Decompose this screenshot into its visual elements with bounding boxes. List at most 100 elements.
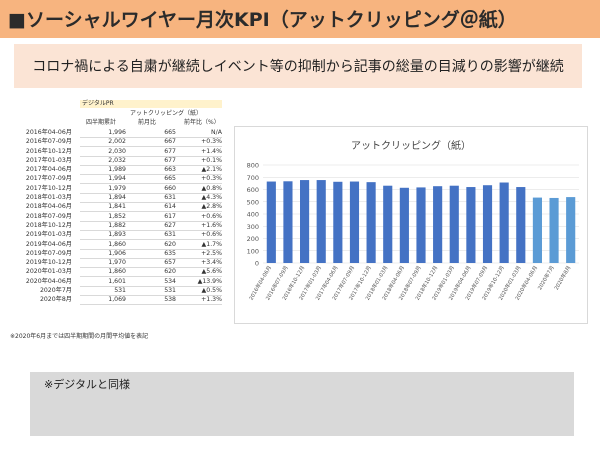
row-mom: 660 <box>164 184 176 192</box>
row-quarter-total: 1,894 <box>108 194 126 202</box>
table-row-divider <box>80 295 222 306</box>
row-mom: 665 <box>164 129 176 136</box>
table-row-divider <box>80 249 222 259</box>
row-quarter-total: 1,882 <box>108 221 126 229</box>
table-row: 2018年01-03月 1,894 631 ▲4.3% <box>0 193 224 204</box>
table-row: 2018年10-12月 1,882 627 +1.6% <box>0 221 224 231</box>
row-quarter-total: 1,601 <box>108 277 126 285</box>
row-period: 2016年07-09月 <box>25 138 72 146</box>
row-mom: 665 <box>164 175 176 183</box>
row-mom: 631 <box>164 194 176 202</box>
bar <box>416 187 426 263</box>
row-mom: 538 <box>164 296 176 304</box>
row-yoy: ▲0.8% <box>201 184 222 192</box>
row-period: 2018年10-12月 <box>25 221 72 229</box>
bar <box>449 185 459 263</box>
table-header: 四半期累計 前月比 前年比（%） <box>80 119 222 127</box>
table-row: 2019年07-09月 1,906 635 +2.5% <box>0 249 224 259</box>
row-period: 2020年04-06月 <box>25 277 72 285</box>
table-row: 2016年04-06月 1,996 665 N/A <box>0 128 224 138</box>
row-mom: 627 <box>164 221 176 229</box>
table-row-divider <box>80 202 222 213</box>
row-quarter-total: 1,996 <box>108 129 126 136</box>
table-group-label: アットクリッピング（紙） <box>129 110 202 117</box>
row-period: 2020年01-03月 <box>25 268 72 276</box>
row-mom: 677 <box>164 156 176 164</box>
y-tick-label: 100 <box>247 247 259 255</box>
y-tick-label: 600 <box>247 186 259 194</box>
row-period: 2020年8月 <box>39 296 72 304</box>
row-period: 2017年10-12月 <box>25 184 72 192</box>
row-yoy: ▲2.1% <box>201 166 222 174</box>
row-period: 2019年04-06月 <box>25 240 72 248</box>
memo-text: ※デジタルと同様 <box>44 378 130 391</box>
row-quarter-total: 1,860 <box>108 268 126 276</box>
row-yoy: +1.4% <box>201 147 222 155</box>
row-mom: 635 <box>164 249 176 257</box>
row-period: 2018年04-06月 <box>25 203 72 211</box>
row-mom: 617 <box>164 212 176 220</box>
table-row: 2017年01-03月 2,032 677 +0.1% <box>0 156 224 166</box>
kpi-table: 2016年04-06月 1,996 665 N/A 2016年07-09月 2,002 66… <box>0 128 224 306</box>
chart-title: アットクリッピング（紙） <box>351 139 471 152</box>
row-period: 2019年07-09月 <box>25 249 72 257</box>
row-quarter-total: 2,002 <box>108 138 126 146</box>
row-period: 2017年07-09月 <box>25 175 72 183</box>
bar <box>300 180 310 263</box>
table-row: 2020年8月 1,069 538 +1.3% <box>0 295 224 306</box>
table-row: 2020年7月 531 531 ▲0.5% <box>0 286 224 297</box>
bar <box>566 197 576 263</box>
bar <box>383 185 393 263</box>
row-quarter-total: 1,970 <box>108 259 126 267</box>
row-yoy: +0.1% <box>201 156 222 164</box>
summary-text: コロナ禍による自粛が継続しイベント等の抑制から記事の総量の目減りの影響が継続 <box>32 59 564 75</box>
row-quarter-total: 1,069 <box>108 296 126 304</box>
table-row-divider <box>80 174 222 185</box>
row-quarter-total: 1,852 <box>108 212 126 220</box>
row-mom: 531 <box>164 287 176 295</box>
y-tick-label: 400 <box>247 211 259 219</box>
row-yoy: +0.3% <box>201 175 222 183</box>
table-row-divider <box>80 147 222 157</box>
bar <box>283 181 293 263</box>
bar-chart: アットクリッピング（紙） 0 100 200 300 400 500 600 700 800 201… <box>234 126 588 324</box>
title-bar: ■ソーシャルワイヤー月次KPI（アットクリッピング＠紙） <box>0 0 600 38</box>
column-header-mom: 前月比 <box>138 119 157 126</box>
table-row: 2019年04-06月 1,860 620 ▲1.7% <box>0 240 224 250</box>
table-row-divider <box>80 156 222 166</box>
row-quarter-total: 2,032 <box>108 156 126 164</box>
row-yoy: +0.6% <box>201 231 222 239</box>
row-mom: 620 <box>164 268 176 276</box>
row-quarter-total: 1,860 <box>108 240 126 248</box>
row-yoy: ▲4.3% <box>201 194 222 202</box>
row-mom: 663 <box>164 166 176 174</box>
row-mom: 677 <box>164 147 176 155</box>
table-row: 2019年10-12月 1,970 657 +3.4% <box>0 258 224 269</box>
y-tick-label: 300 <box>247 223 259 231</box>
row-yoy: ▲2.8% <box>201 203 222 211</box>
row-period: 2019年10-12月 <box>25 259 72 267</box>
bar <box>316 180 326 263</box>
row-mom: 667 <box>164 138 176 146</box>
row-mom: 657 <box>164 259 176 267</box>
row-quarter-total: 531 <box>114 287 126 295</box>
table-row-divider <box>80 240 222 250</box>
bar <box>366 182 376 263</box>
row-quarter-total: 1,893 <box>108 231 126 239</box>
bar <box>433 186 443 263</box>
y-tick-label: 0 <box>255 260 259 268</box>
table-row: 2020年04-06月 1,601 534 ▲13.9% <box>0 277 224 287</box>
table-row-divider <box>80 165 222 176</box>
table-row-divider <box>80 258 222 269</box>
row-yoy: ▲13.9% <box>197 277 222 285</box>
row-yoy: +2.5% <box>201 249 222 257</box>
row-period: 2017年04-06月 <box>25 166 72 174</box>
row-period: 2017年01-03月 <box>25 156 72 164</box>
bar <box>482 185 493 263</box>
row-yoy: N/A <box>211 129 222 136</box>
row-period: 2016年04-06月 <box>25 129 72 136</box>
row-quarter-total: 1,906 <box>108 249 126 257</box>
y-tick-label: 500 <box>247 198 259 206</box>
row-yoy: ▲5.6% <box>201 268 222 276</box>
row-yoy: +3.4% <box>201 259 222 267</box>
